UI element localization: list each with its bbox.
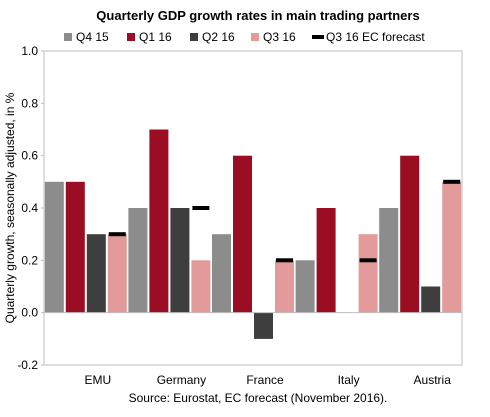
y-tick-label: 1.0 [21, 44, 38, 58]
y-axis-label: Quarterly growth, seasonally adjusted, i… [3, 92, 17, 323]
bar-q2-16-austria [421, 286, 441, 313]
x-tick-label: Austria [414, 373, 452, 387]
bar-q1-16-germany [149, 129, 169, 313]
bar-q3-16-italy [358, 234, 378, 313]
y-tick-label: 0.4 [21, 201, 38, 215]
legend-label: Q1 16 [139, 30, 172, 44]
legend-label: Q3 16 EC forecast [326, 30, 425, 44]
bar-q1-16-austria [400, 155, 420, 313]
x-axis: EMU Germany France Italy Austria [84, 373, 451, 387]
forecast-marker-italy [359, 258, 377, 263]
bar-q3-16-germany [191, 260, 211, 313]
bar-q3-16-emu [107, 234, 127, 313]
forecast-marker-austria [443, 179, 461, 184]
plot-frame [43, 50, 463, 366]
bar-q4-15-france [212, 234, 231, 313]
bar-q4-15-germany [128, 208, 148, 313]
forecast-markers-group [108, 179, 461, 263]
bar-q2-16-emu [86, 234, 106, 313]
bar-q1-16-italy [316, 208, 336, 313]
bar-q4-15-italy [295, 260, 315, 313]
legend-swatch [312, 35, 324, 39]
forecast-marker-emu [108, 232, 126, 237]
legend-label: Q2 16 [202, 30, 235, 44]
legend-swatch [251, 33, 259, 41]
y-tick-label: 0.6 [21, 149, 38, 163]
legend-swatch [127, 33, 135, 41]
bar-q3-16-austria [442, 181, 462, 313]
bar-q3-16-france [275, 260, 294, 313]
chart-title: Quarterly GDP growth rates in main tradi… [96, 8, 419, 23]
bar-q4-15-austria [379, 208, 399, 313]
y-axis: -0.2 0.0 0.2 0.4 0.6 0.8 1.0 [17, 44, 44, 372]
legend-swatch [64, 33, 72, 41]
source-note: Source: Eurostat, EC forecast (November … [129, 391, 388, 405]
x-tick-label: Italy [338, 373, 360, 387]
y-tick-label: 0.8 [21, 96, 38, 110]
legend-swatch [190, 33, 198, 41]
bar-q2-16-france [254, 312, 273, 339]
legend: Q4 15 Q1 16 Q2 16 Q3 16 Q3 16 EC forecast [64, 30, 425, 44]
legend-label: Q3 16 [263, 30, 296, 44]
x-tick-label: Germany [157, 373, 206, 387]
bars-group [44, 129, 462, 339]
x-tick-label: EMU [84, 373, 111, 387]
y-tick-label: 0.0 [21, 306, 38, 320]
bar-q1-16-france [233, 155, 252, 313]
y-tick-label: -0.2 [17, 358, 38, 372]
legend-label: Q4 15 [76, 30, 109, 44]
forecast-marker-france [276, 258, 293, 263]
bar-q1-16-emu [65, 181, 85, 313]
bar-q2-16-germany [170, 208, 190, 313]
x-tick-label: France [246, 373, 284, 387]
forecast-marker-germany [192, 206, 210, 210]
bar-q4-15-emu [44, 181, 64, 313]
y-tick-label: 0.2 [21, 253, 38, 267]
